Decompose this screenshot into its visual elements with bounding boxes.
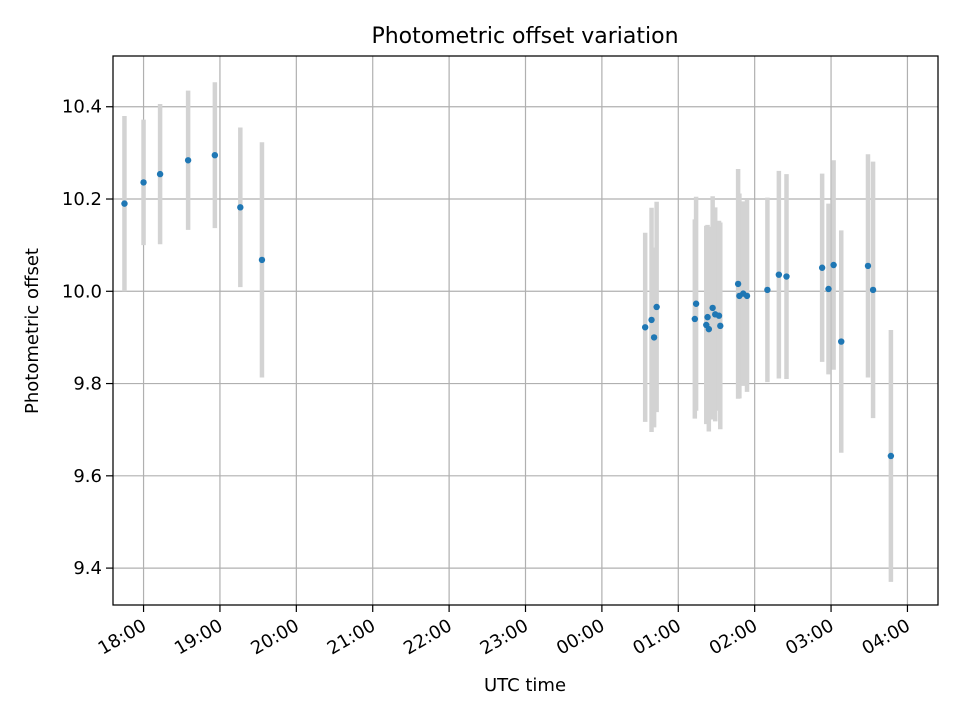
- data-point: [184, 157, 192, 164]
- y-tick-label: 9.8: [73, 374, 102, 395]
- data-point: [211, 151, 219, 159]
- data-point: [743, 292, 751, 300]
- data-point: [838, 338, 845, 345]
- data-point: [653, 303, 660, 311]
- y-axis-label: Photometric offset: [22, 248, 43, 414]
- data-point: [709, 304, 716, 312]
- data-point: [121, 200, 128, 207]
- data-point: [864, 262, 872, 270]
- data-point: [140, 179, 147, 186]
- data-point: [705, 325, 713, 333]
- chart-title: Photometric offset variation: [371, 24, 678, 49]
- y-tick-label: 9.4: [73, 558, 102, 579]
- y-axis-ticks: 9.4 9.6 9.8 10.0 10.2 10.4: [62, 97, 113, 579]
- y-tick-label: 10.2: [62, 189, 102, 210]
- data-point: [830, 261, 837, 269]
- data-point: [650, 334, 658, 341]
- data-point: [691, 315, 699, 323]
- data-point: [825, 285, 832, 293]
- data-point: [818, 264, 826, 271]
- y-tick-label: 9.6: [73, 466, 102, 487]
- data-point: [869, 286, 877, 294]
- data-point: [715, 312, 723, 319]
- data-point: [783, 273, 790, 280]
- data-point: [156, 170, 164, 178]
- data-point: [887, 452, 895, 460]
- data-point: [641, 324, 649, 331]
- data-point: [237, 204, 244, 211]
- grid-lines: [113, 56, 938, 605]
- data-point: [775, 271, 783, 278]
- x-axis-label: UTC time: [484, 675, 566, 696]
- y-tick-label: 10.0: [62, 281, 102, 302]
- data-points: [121, 151, 895, 460]
- data-point: [764, 286, 771, 294]
- y-tick-label: 10.4: [62, 97, 102, 118]
- data-point: [734, 280, 742, 288]
- data-point: [648, 316, 655, 324]
- data-point: [717, 322, 724, 330]
- data-point: [692, 300, 700, 307]
- data-point: [258, 256, 266, 264]
- data-point: [704, 313, 711, 321]
